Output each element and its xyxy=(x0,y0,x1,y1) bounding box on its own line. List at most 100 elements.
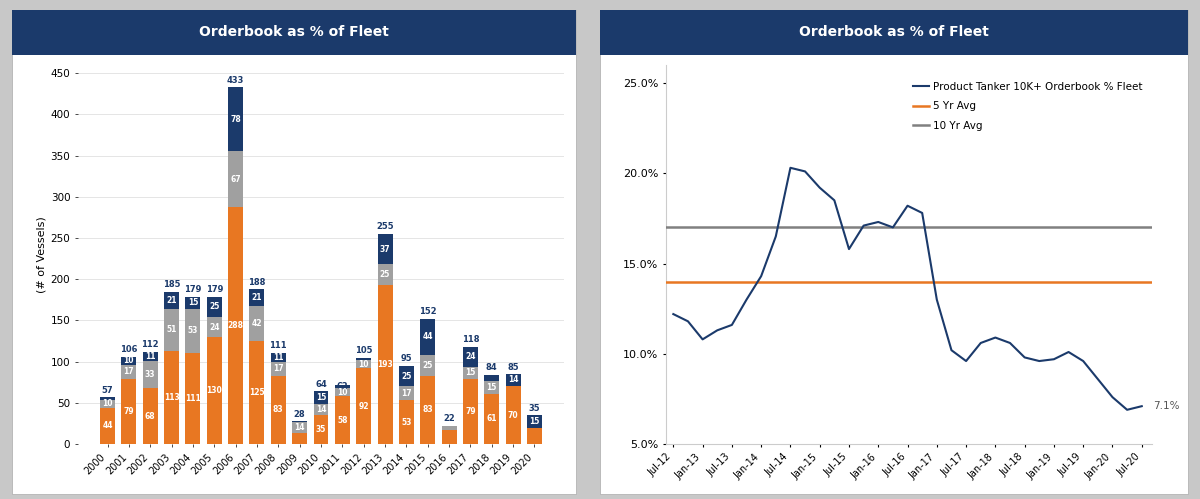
Text: 37: 37 xyxy=(379,245,390,253)
Bar xyxy=(463,347,478,367)
Y-axis label: (# of Vessels): (# of Vessels) xyxy=(36,216,47,293)
Text: 92: 92 xyxy=(359,402,368,411)
Bar xyxy=(527,415,542,428)
Bar xyxy=(143,388,157,444)
Text: 53: 53 xyxy=(401,418,412,427)
Text: 44: 44 xyxy=(102,422,113,431)
Bar xyxy=(228,207,244,444)
Bar xyxy=(505,386,521,444)
Text: 79: 79 xyxy=(466,407,475,416)
Text: 95: 95 xyxy=(401,354,412,363)
Bar xyxy=(292,434,307,444)
Text: 25: 25 xyxy=(380,270,390,279)
Text: 118: 118 xyxy=(462,335,479,344)
Bar xyxy=(250,341,264,444)
Legend: Product Tanker 10K+ Orderbook % Fleet, 5 Yr Avg, 10 Yr Avg: Product Tanker 10K+ Orderbook % Fleet, 5… xyxy=(910,78,1147,135)
Bar xyxy=(206,337,222,444)
Text: 83: 83 xyxy=(272,405,283,414)
Bar xyxy=(143,361,157,388)
Text: 33: 33 xyxy=(145,370,156,379)
Text: 288: 288 xyxy=(228,321,244,330)
Bar xyxy=(186,309,200,353)
Bar xyxy=(121,357,137,365)
Text: 67: 67 xyxy=(230,175,241,184)
Text: 106: 106 xyxy=(120,345,138,354)
Text: 179: 179 xyxy=(205,285,223,294)
Text: 193: 193 xyxy=(377,360,392,369)
Bar xyxy=(292,422,307,434)
Bar xyxy=(398,366,414,386)
Text: 11: 11 xyxy=(274,353,283,362)
Bar xyxy=(271,376,286,444)
Text: 57: 57 xyxy=(102,386,113,395)
Text: 44: 44 xyxy=(422,332,433,341)
Bar xyxy=(527,429,542,444)
Text: 17: 17 xyxy=(272,364,283,373)
Bar xyxy=(250,289,264,306)
Bar xyxy=(186,296,200,309)
Text: 83: 83 xyxy=(422,405,433,414)
Text: 14: 14 xyxy=(294,423,305,432)
Bar xyxy=(356,360,371,368)
Text: 7.1%: 7.1% xyxy=(1153,401,1180,411)
Bar xyxy=(100,400,115,408)
Bar xyxy=(121,379,137,444)
Bar xyxy=(485,381,499,394)
Text: 11: 11 xyxy=(145,352,156,361)
Text: 53: 53 xyxy=(187,326,198,335)
Bar xyxy=(206,296,222,317)
Text: 105: 105 xyxy=(355,346,372,355)
Text: 10: 10 xyxy=(124,356,134,365)
Text: 255: 255 xyxy=(377,223,394,232)
Bar xyxy=(271,353,286,362)
Text: 25: 25 xyxy=(422,361,433,370)
Bar xyxy=(527,428,542,429)
Bar xyxy=(485,375,499,381)
Text: 10: 10 xyxy=(102,399,113,408)
Text: 15: 15 xyxy=(187,298,198,307)
Text: 64: 64 xyxy=(316,380,326,389)
Bar xyxy=(378,264,392,285)
Text: 21: 21 xyxy=(167,296,176,305)
Text: 15: 15 xyxy=(486,383,497,392)
Bar xyxy=(164,351,179,444)
Text: 79: 79 xyxy=(124,407,134,416)
Text: 15: 15 xyxy=(316,393,326,402)
Text: 24: 24 xyxy=(209,322,220,331)
Bar xyxy=(100,408,115,444)
Text: 185: 185 xyxy=(163,280,180,289)
Bar xyxy=(164,291,179,309)
Bar xyxy=(250,306,264,341)
Bar xyxy=(442,430,456,444)
Bar xyxy=(378,285,392,444)
Bar xyxy=(420,376,436,444)
Bar xyxy=(313,404,329,415)
Bar xyxy=(505,374,521,386)
Text: 17: 17 xyxy=(401,389,412,398)
Text: 61: 61 xyxy=(486,415,497,424)
Text: 113: 113 xyxy=(163,393,180,402)
Text: 84: 84 xyxy=(486,363,498,372)
Text: 125: 125 xyxy=(250,388,265,397)
Bar xyxy=(121,365,137,379)
Text: 15: 15 xyxy=(466,368,475,377)
Text: 35: 35 xyxy=(529,404,540,413)
Bar xyxy=(335,385,350,388)
Text: 85: 85 xyxy=(508,363,518,372)
Text: 25: 25 xyxy=(401,372,412,381)
Text: 35: 35 xyxy=(316,425,326,434)
Bar xyxy=(143,352,157,361)
Bar xyxy=(313,391,329,404)
Bar xyxy=(335,396,350,444)
Text: 14: 14 xyxy=(316,405,326,414)
Legend: MR, LR1, LR2: MR, LR1, LR2 xyxy=(264,21,378,31)
Text: 10: 10 xyxy=(337,388,348,397)
Text: 111: 111 xyxy=(270,341,287,350)
Text: 130: 130 xyxy=(206,386,222,395)
Text: 70: 70 xyxy=(508,411,518,420)
Bar xyxy=(313,415,329,444)
Text: 28: 28 xyxy=(294,410,306,419)
Bar xyxy=(292,421,307,422)
Bar xyxy=(335,388,350,396)
Bar xyxy=(463,367,478,379)
